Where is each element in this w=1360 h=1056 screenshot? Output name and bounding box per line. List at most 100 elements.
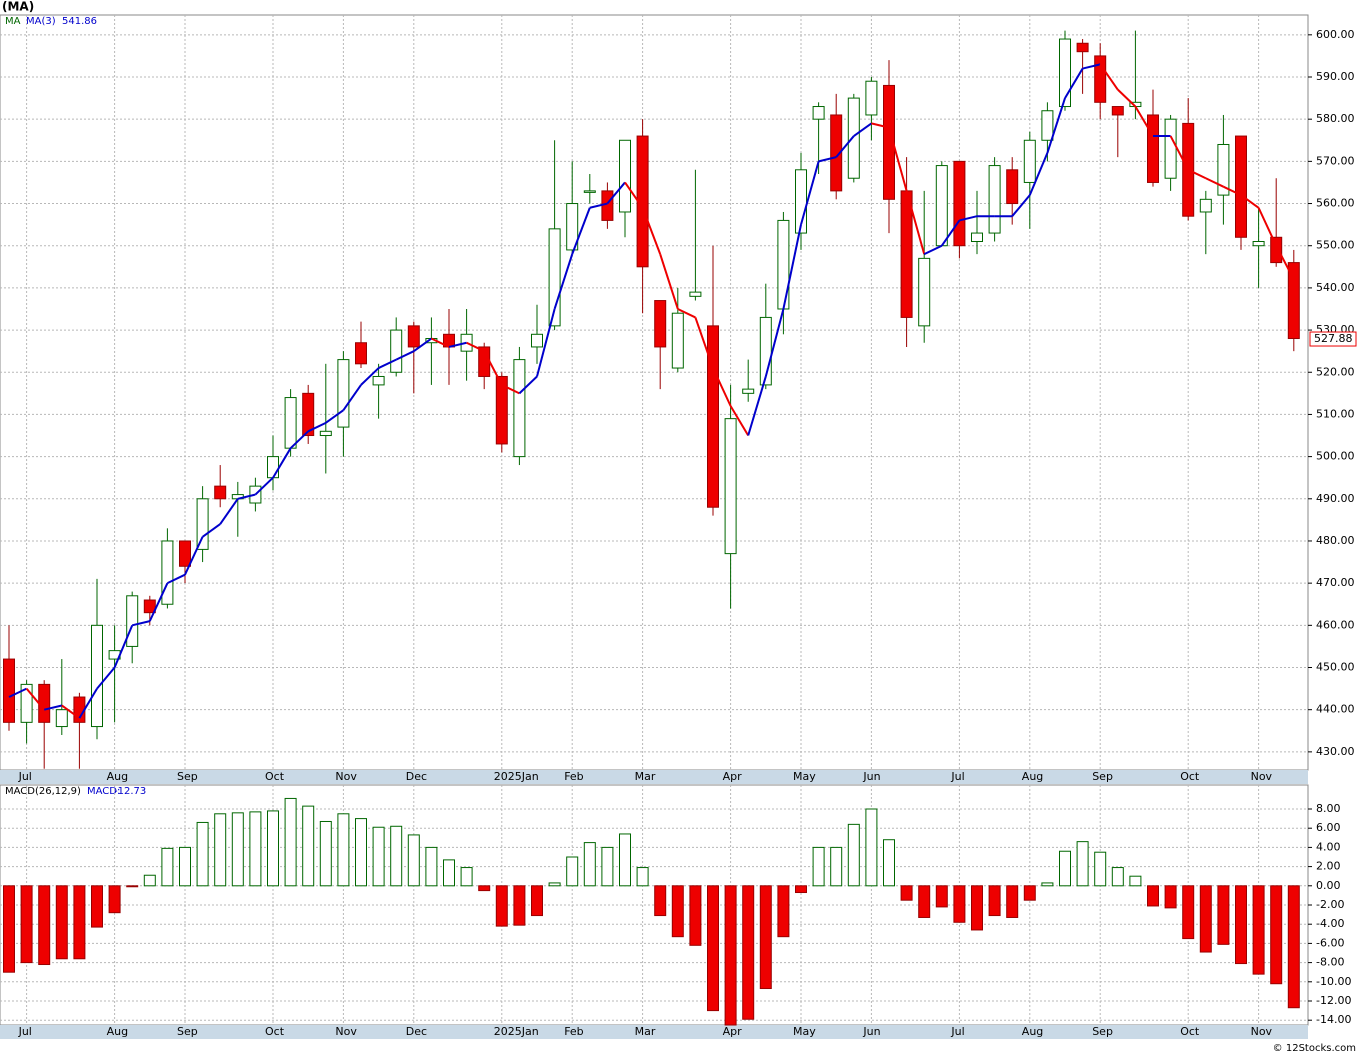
macd-bar <box>249 811 262 887</box>
ma-line <box>202 523 221 538</box>
x-tick-label: Feb <box>564 770 583 783</box>
legend-value: 541.86 <box>62 16 97 27</box>
macd-bar <box>407 834 420 887</box>
legend-series: MA(3) <box>26 16 56 27</box>
ma-line <box>8 687 28 698</box>
macd-bar <box>179 846 191 887</box>
x-tick-label: Jun <box>862 770 880 783</box>
y-tick-label: -4.00 <box>1316 917 1344 930</box>
macd-bar <box>1270 885 1283 985</box>
macd-bar <box>513 885 526 926</box>
candle-body <box>390 329 403 373</box>
candle-body <box>143 599 156 614</box>
y-tick-label: 450.00 <box>1316 661 1355 674</box>
ma-line <box>378 358 397 369</box>
macd-bar <box>1111 867 1124 887</box>
macd-bar <box>319 820 332 887</box>
ma-line <box>624 181 644 209</box>
macd-bar <box>214 813 227 887</box>
legend-indicator: MA <box>5 16 21 27</box>
macd-bar <box>425 846 438 887</box>
y-tick-label: 520.00 <box>1316 365 1355 378</box>
candle-body <box>953 160 966 247</box>
x-tick-label: Aug <box>107 770 128 783</box>
macd-bar <box>1217 885 1230 945</box>
x-tick-label: Nov <box>1251 770 1273 783</box>
macd-bar <box>830 846 843 887</box>
macd-bar <box>847 823 860 887</box>
candle-body <box>935 165 948 247</box>
candle-body <box>830 114 843 192</box>
macd-bar <box>126 885 139 888</box>
macd-bar <box>900 885 913 901</box>
macd-bar <box>883 839 895 887</box>
macd-bar <box>583 842 596 887</box>
candle-body <box>1023 139 1036 183</box>
y-tick-label: 580.00 <box>1316 112 1355 125</box>
macd-bar <box>337 813 350 887</box>
legend-value: -12.73 <box>114 786 146 797</box>
candle-body <box>1235 135 1247 238</box>
candle-body <box>883 84 895 200</box>
x-tick-label: Sep <box>1092 770 1113 783</box>
macd-bar <box>108 885 121 914</box>
ma-line <box>184 536 204 576</box>
macd-bar <box>795 885 807 894</box>
x-tick-label: Aug <box>1022 1025 1043 1038</box>
candle-body <box>20 683 33 723</box>
candle-body <box>267 456 279 479</box>
candle-body <box>759 316 772 386</box>
candle-body <box>495 375 508 445</box>
x-tick-label: 2025Jan <box>494 1025 539 1038</box>
y-tick-label: 460.00 <box>1316 618 1355 631</box>
candle-body <box>566 203 579 251</box>
candle-body <box>548 228 561 327</box>
candle-body <box>1076 42 1089 53</box>
x-tick-label: May <box>793 1025 816 1038</box>
x-tick-label: Jul <box>950 770 964 783</box>
macd-bar <box>1182 885 1195 940</box>
candle-body <box>671 312 684 369</box>
ma-line <box>677 308 696 319</box>
y-tick-label: 560.00 <box>1316 197 1355 210</box>
macd-bar <box>1164 885 1177 909</box>
candle-body <box>126 595 139 647</box>
y-tick-label: -2.00 <box>1316 898 1344 911</box>
candle-body <box>988 165 1001 234</box>
macd-bar <box>38 885 51 966</box>
ma-line <box>360 367 380 386</box>
ma-line <box>818 156 837 163</box>
candle-body <box>355 342 367 365</box>
macd-bar <box>1023 885 1036 901</box>
candle-body <box>1041 110 1054 141</box>
candle-body <box>847 97 860 179</box>
macd-bar <box>1129 875 1142 887</box>
macd-bar <box>91 885 103 928</box>
macd-date-strip <box>0 1025 1308 1039</box>
x-tick-label: Dec <box>406 770 427 783</box>
ma-line <box>448 341 467 348</box>
ma-line <box>395 350 415 361</box>
ma-line <box>853 122 872 137</box>
candle-body <box>777 219 790 310</box>
ma-line <box>1240 194 1260 209</box>
ma-line <box>1187 168 1207 180</box>
candle-body <box>865 80 878 116</box>
candle-body <box>1006 169 1019 205</box>
x-tick-label: Jul <box>18 1025 32 1038</box>
ma-line <box>782 224 802 310</box>
ma-line <box>641 207 662 255</box>
macd-bar <box>1287 885 1300 1009</box>
ma-line <box>729 405 750 437</box>
last-price-box <box>1309 331 1357 347</box>
ma-line <box>800 161 820 225</box>
ma-line <box>888 127 908 192</box>
candle-body <box>1164 118 1177 179</box>
macd-bar <box>284 797 297 887</box>
y-tick-label: 2.00 <box>1316 860 1341 873</box>
price-date-strip <box>0 770 1308 784</box>
ma-line <box>589 202 608 209</box>
macd-bar <box>531 885 543 917</box>
macd-bar <box>548 882 561 887</box>
x-tick-label: Nov <box>1251 1025 1273 1038</box>
